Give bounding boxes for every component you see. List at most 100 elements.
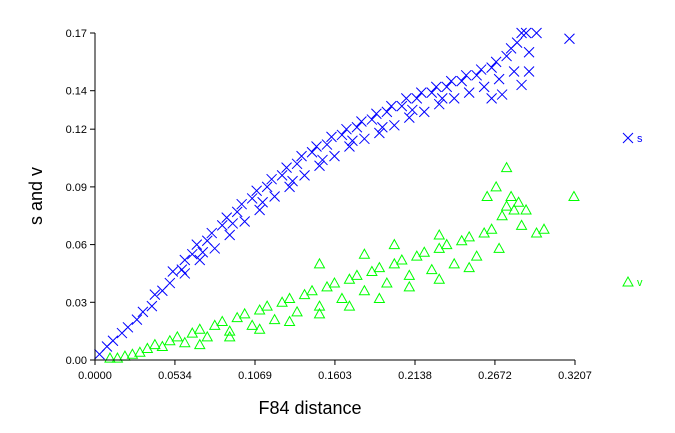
data-point-v [156,340,169,352]
data-point-v [418,246,431,257]
data-point-s [441,81,453,93]
data-point-v [395,253,408,265]
x-tick-label: 0.1069 [238,370,272,382]
data-point-s [281,162,292,174]
data-point-v [253,303,266,315]
x-tick-label: 0.2672 [478,370,512,382]
data-point-s [224,229,236,241]
data-point-s [564,33,575,45]
data-point-v [493,242,505,253]
data-point-v [163,334,176,346]
data-point-v [455,234,468,246]
data-point-s [478,81,490,93]
data-point-s [426,87,438,98]
data-point-v [283,292,296,303]
data-point-v [276,296,288,307]
data-point-v [193,338,206,350]
data-point-v [328,277,341,288]
data-point-s [411,93,423,104]
data-point-s [436,93,448,104]
data-point-s [356,116,367,127]
data-point-v [351,269,363,280]
data-point-v [186,327,199,338]
data-point-s [516,79,527,91]
data-point-v [313,307,326,319]
x-tick-label: 0.1603 [318,370,352,382]
data-point-v [238,307,251,319]
data-point-s [508,66,520,77]
data-point-v [343,300,356,311]
data-point-s [167,266,179,277]
data-point-s [501,50,512,62]
data-point-v [508,203,520,215]
data-point-s [351,121,363,133]
data-point-v [313,257,326,269]
data-point-v [291,305,303,317]
data-point-s [396,100,408,112]
data-point-s [359,133,370,145]
x-tick-label: 0.2138 [398,370,432,382]
data-point-v [201,330,214,342]
data-point-s [531,27,542,39]
data-point-s [149,289,161,300]
data-point-v [433,273,446,284]
data-point-s [194,254,206,266]
data-point-v [298,288,311,300]
data-point-v [208,319,221,330]
y-tick-label: 0.00 [66,355,87,367]
data-point-v [515,219,528,230]
data-point-v [520,203,532,215]
data-point-s [311,141,322,152]
data-point-s [475,64,487,75]
data-point-v [481,190,493,201]
axes: 0.0000 0.0534 0.1069 0.1603 0.2138 0.2672 0.32… [66,28,592,382]
data-point-v [343,273,356,284]
data-point-s [269,191,280,202]
data-point-s [306,146,318,158]
data-point-s [415,87,427,98]
data-point-v [261,300,273,311]
x-axis-title: F84 distance [258,398,361,418]
data-point-s [377,121,388,133]
data-point-v [381,277,393,288]
data-point-s [131,314,143,325]
data-point-s [403,112,415,123]
data-point-s [511,37,523,48]
data-point-s [400,93,412,104]
data-point-s [456,75,468,87]
data-point-s [385,100,397,112]
legend-marker-v [622,275,634,287]
data-point-s [460,69,472,81]
x-tick-label: 0.3207 [558,370,592,382]
data-point-s [490,56,502,68]
data-point-s [266,173,277,185]
data-point-v [425,263,438,275]
data-point-v [111,352,124,363]
data-point-v [500,200,513,211]
data-point-s [179,254,191,266]
data-point-s [251,185,262,197]
data-point-v [336,292,348,303]
data-point-s [107,335,119,347]
data-point-s [374,127,385,139]
data-point-v [253,323,266,334]
data-point-v [538,223,550,234]
data-point-v [496,209,508,221]
data-point-s [206,227,218,239]
data-point-s [236,198,248,210]
data-point-v [433,228,446,240]
y-axis-title: s and v [26,167,46,225]
data-point-v [134,346,146,357]
data-point-s [261,181,273,193]
data-point-v [321,280,333,292]
data-point-v [403,269,416,280]
data-point-s [122,321,134,333]
data-point-s [137,306,149,318]
legend-label-s: s [637,133,643,145]
data-point-v [268,313,281,325]
data-point-v [478,227,490,238]
data-point-s [381,106,393,118]
data-point-s [463,87,475,98]
data-point-v [366,265,378,277]
data-point-v [505,190,517,201]
